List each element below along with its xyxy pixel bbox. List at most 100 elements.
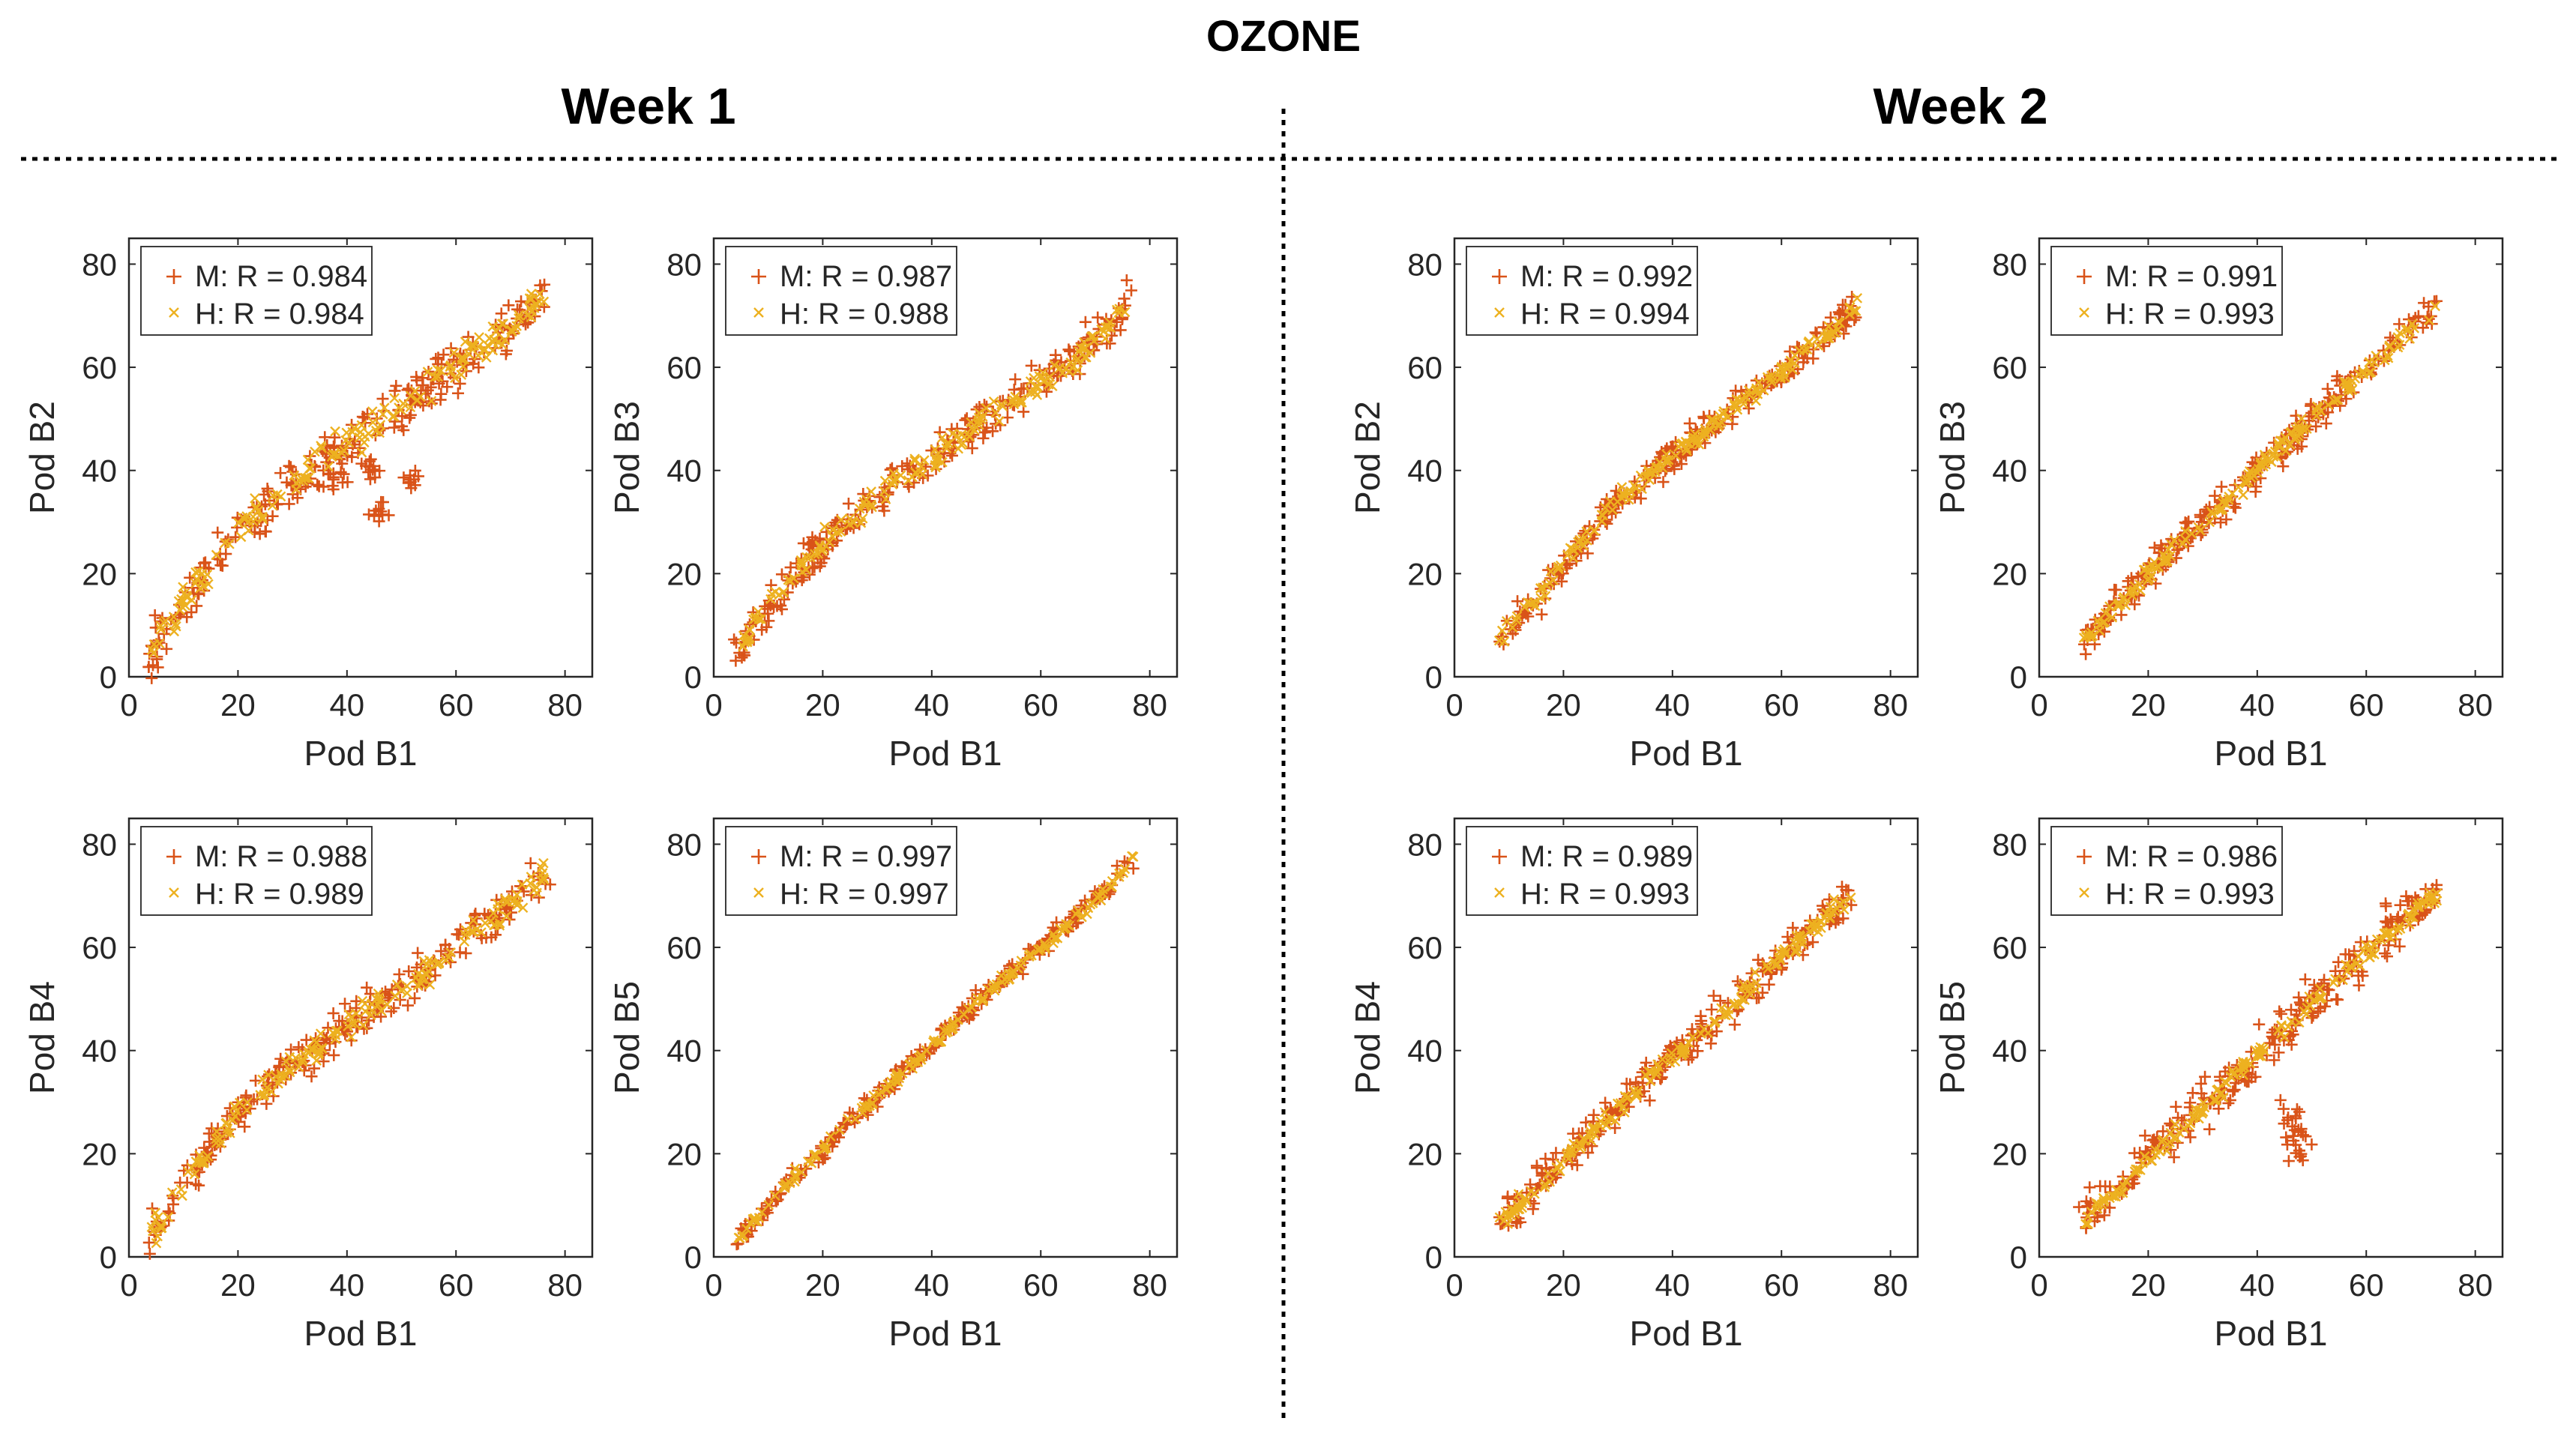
m-point [266,510,279,522]
h-point [221,1127,232,1138]
m-point [205,1122,218,1135]
h-point [2276,1020,2287,1031]
m-point [2272,1046,2285,1059]
y-tick-label: 80 [1992,827,2027,862]
h-point [457,352,468,363]
m-point [1835,881,1848,893]
m-point [977,432,990,444]
h-point [1654,456,1665,468]
h-point [2107,612,2118,623]
x-tick-label: 40 [2239,687,2275,722]
m-point [1742,402,1755,414]
y-tick-label: 60 [1407,350,1442,385]
h-point [844,519,855,530]
m-point [2194,508,2206,521]
h-point [499,893,511,905]
h-point [351,1008,362,1019]
h-point [784,1177,795,1189]
h-point [1722,411,1733,423]
h-point [1678,1045,1688,1055]
m-point [1127,862,1140,875]
y-tick-label: 0 [2010,1240,2027,1275]
h-point [867,501,877,513]
h-point [298,475,309,486]
h-point [1631,1090,1642,1102]
scatter-panel-4: 0 20 40 60 80 0 20 40 60 80 Pod B1 Pod B3 M: R = 0.9… [1933,237,2504,773]
h-point [2185,1117,2196,1129]
h-point [257,511,268,522]
m-point [2321,382,2334,395]
h-point [538,296,550,307]
h-point [2170,1119,2181,1129]
h-point [1774,952,1785,963]
x-tick-label: 0 [120,687,137,722]
x-axis-label: Pod B1 [1630,734,1743,773]
h-point [303,472,314,483]
h-point [1731,394,1742,405]
m-point [1797,356,1810,369]
h-point [2154,1146,2165,1156]
m-point [2083,1181,2096,1194]
h-point [880,494,891,504]
scatter-panel-7: 0 20 40 60 80 0 20 40 60 80 Pod B1 Pod B4 M: R = 0.9… [1348,817,1919,1353]
h-point [2384,340,2395,351]
h-point [2128,585,2139,597]
h-point [473,341,484,352]
m-point [806,531,819,543]
m-point [847,1112,860,1125]
h-point [1778,367,1790,378]
m-point [333,1015,346,1028]
m-point [2246,456,2259,468]
y-tick-label: 20 [1407,556,1442,591]
y-axis-label: Pod B4 [1348,981,1387,1094]
scatter-panel-1: 0 20 40 60 80 0 20 40 60 80 Pod B1 Pod B2 M: R = 0.9… [22,237,594,773]
m-point [2229,501,2242,514]
m-point [2080,648,2092,660]
h-point [1679,1045,1691,1056]
m-point [292,1041,305,1054]
h-point [480,917,490,929]
y-tick-label: 20 [82,556,117,591]
m-point [775,568,788,581]
y-tick-label: 80 [666,247,702,282]
h-point [1790,358,1800,369]
h-point [1637,483,1647,495]
m-point [403,411,416,424]
x-tick-label: 0 [2030,1267,2047,1303]
m-point [245,519,258,532]
h-point [306,1044,316,1055]
x-tick-label: 20 [805,1267,840,1303]
m-point [819,1152,831,1165]
m-point [283,498,295,510]
m-point [1620,1077,1633,1090]
scatter-points [142,278,551,684]
scatter-points [730,851,1140,1251]
h-point [909,1056,920,1067]
h-point [412,395,423,405]
h-point [1017,397,1027,408]
m-point [839,1117,852,1129]
scatter-points [728,274,1137,667]
h-point [1752,388,1763,399]
x-tick-label: 80 [1873,1267,1908,1303]
m-point [435,945,448,958]
h-point [1762,372,1773,383]
h-point [930,462,941,473]
scatter-panel-2: 0 20 40 60 80 0 20 40 60 80 Pod B1 Pod B3 M: R = 0.9… [607,237,1179,773]
h-point [450,372,460,384]
h-point [2198,1097,2209,1108]
h-point [834,1124,845,1135]
h-point [194,1150,205,1161]
h-point [346,1031,357,1043]
h-point [957,438,969,449]
h-point [1806,919,1817,930]
h-point [1507,622,1518,633]
m-point [777,593,790,606]
m-point [1707,989,1720,1002]
legend-box [140,246,373,336]
m-point [2282,1155,2295,1168]
h-point [1502,1219,1514,1229]
m-point [1511,595,1524,608]
m-point [1580,1116,1592,1129]
h-point [1114,304,1125,314]
